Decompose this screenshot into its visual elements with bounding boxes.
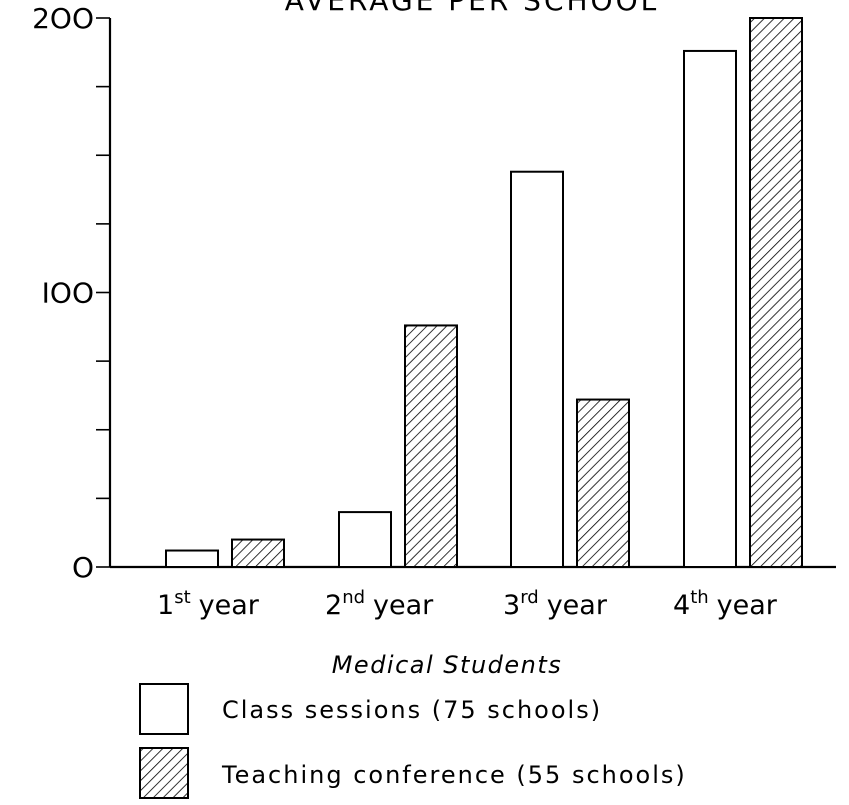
bar-class-sessions-1 [165,549,219,569]
legend-swatch-class-sessions [139,683,189,735]
legend-swatch-teaching-conference [139,747,189,799]
y-axis-ticks: O IOO 2OO [32,2,110,584]
bars [165,17,803,569]
x-tick-label: 3rd year [503,587,608,621]
legend-label-class-sessions: Class sessions (75 schools) [222,696,602,724]
bar-teaching-conference-4 [749,17,803,568]
bar-teaching-conference-3 [576,398,630,568]
bar-class-sessions-3 [510,170,564,568]
bar-class-sessions-2 [338,511,392,568]
y-tick-label: IOO [42,277,94,310]
legend: Class sessions (75 schools) Teaching con… [139,683,687,799]
x-tick-label: 1st year [157,587,260,621]
x-tick-label: 4th year [673,587,778,621]
y-tick-label: O [72,551,94,584]
category-labels: 1st year 2nd year 3rd year 4th year [157,587,778,621]
bar-teaching-conference-2 [404,324,458,568]
x-axis-label: Medical Students [332,651,563,679]
bar-teaching-conference-1 [231,538,285,568]
chart-title: AVERAGE PER SCHOOL [285,0,659,17]
legend-label-teaching-conference: Teaching conference (55 schools) [221,761,687,789]
y-tick-label: 2OO [32,2,94,35]
x-tick-label: 2nd year [325,587,434,621]
bar-class-sessions-4 [683,49,737,568]
